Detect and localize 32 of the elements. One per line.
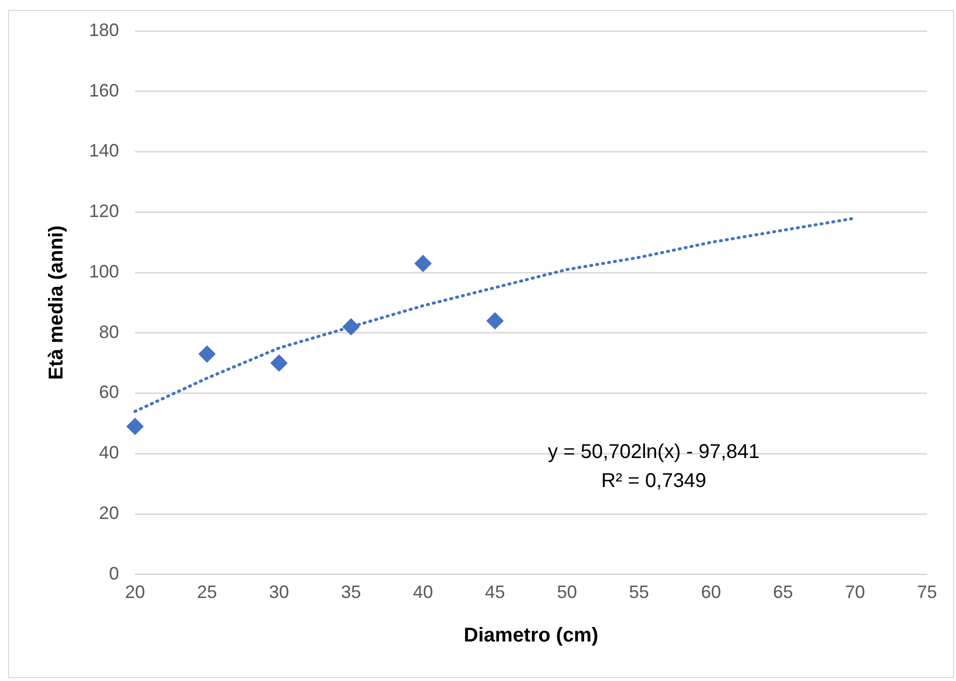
y-axis-title: Età media (anni) — [46, 225, 68, 380]
x-tick-label: 20 — [125, 582, 146, 602]
y-tick-label: 180 — [88, 20, 120, 40]
x-axis-title: Diametro (cm) — [464, 624, 598, 647]
point — [414, 254, 432, 272]
y-tick-label: 0 — [109, 563, 120, 584]
x-tick-label: 75 — [916, 582, 938, 602]
y-tick-label: 160 — [88, 80, 120, 100]
x-tick-label: 40 — [413, 582, 434, 602]
point — [342, 318, 360, 336]
y-tick-label: 80 — [99, 322, 120, 342]
annotation: y = 50,702ln(x) - 97,841 — [548, 441, 760, 464]
x-tick-label: 30 — [269, 582, 290, 602]
point — [486, 312, 504, 330]
x-tick-label: 70 — [844, 582, 866, 602]
x-tick-label: 50 — [557, 582, 578, 602]
x-tick-label: 55 — [628, 582, 650, 602]
y-tick-label: 120 — [88, 201, 120, 222]
y-tick-label: 60 — [99, 382, 120, 402]
x-tick-label: 45 — [485, 582, 506, 602]
y-tick-label: 40 — [99, 442, 120, 463]
x-tick-label: 60 — [700, 582, 722, 602]
annotation: R² = 0,7349 — [601, 470, 706, 492]
y-tick-label: 20 — [99, 502, 120, 523]
point — [198, 346, 216, 363]
y-tick-label: 140 — [88, 140, 120, 161]
y-tick-label: 100 — [88, 261, 120, 282]
x-tick-label: 65 — [772, 582, 794, 602]
x-tick-label: 35 — [341, 582, 362, 602]
point — [270, 354, 288, 372]
point — [126, 418, 144, 435]
x-tick-label: 25 — [197, 582, 218, 602]
